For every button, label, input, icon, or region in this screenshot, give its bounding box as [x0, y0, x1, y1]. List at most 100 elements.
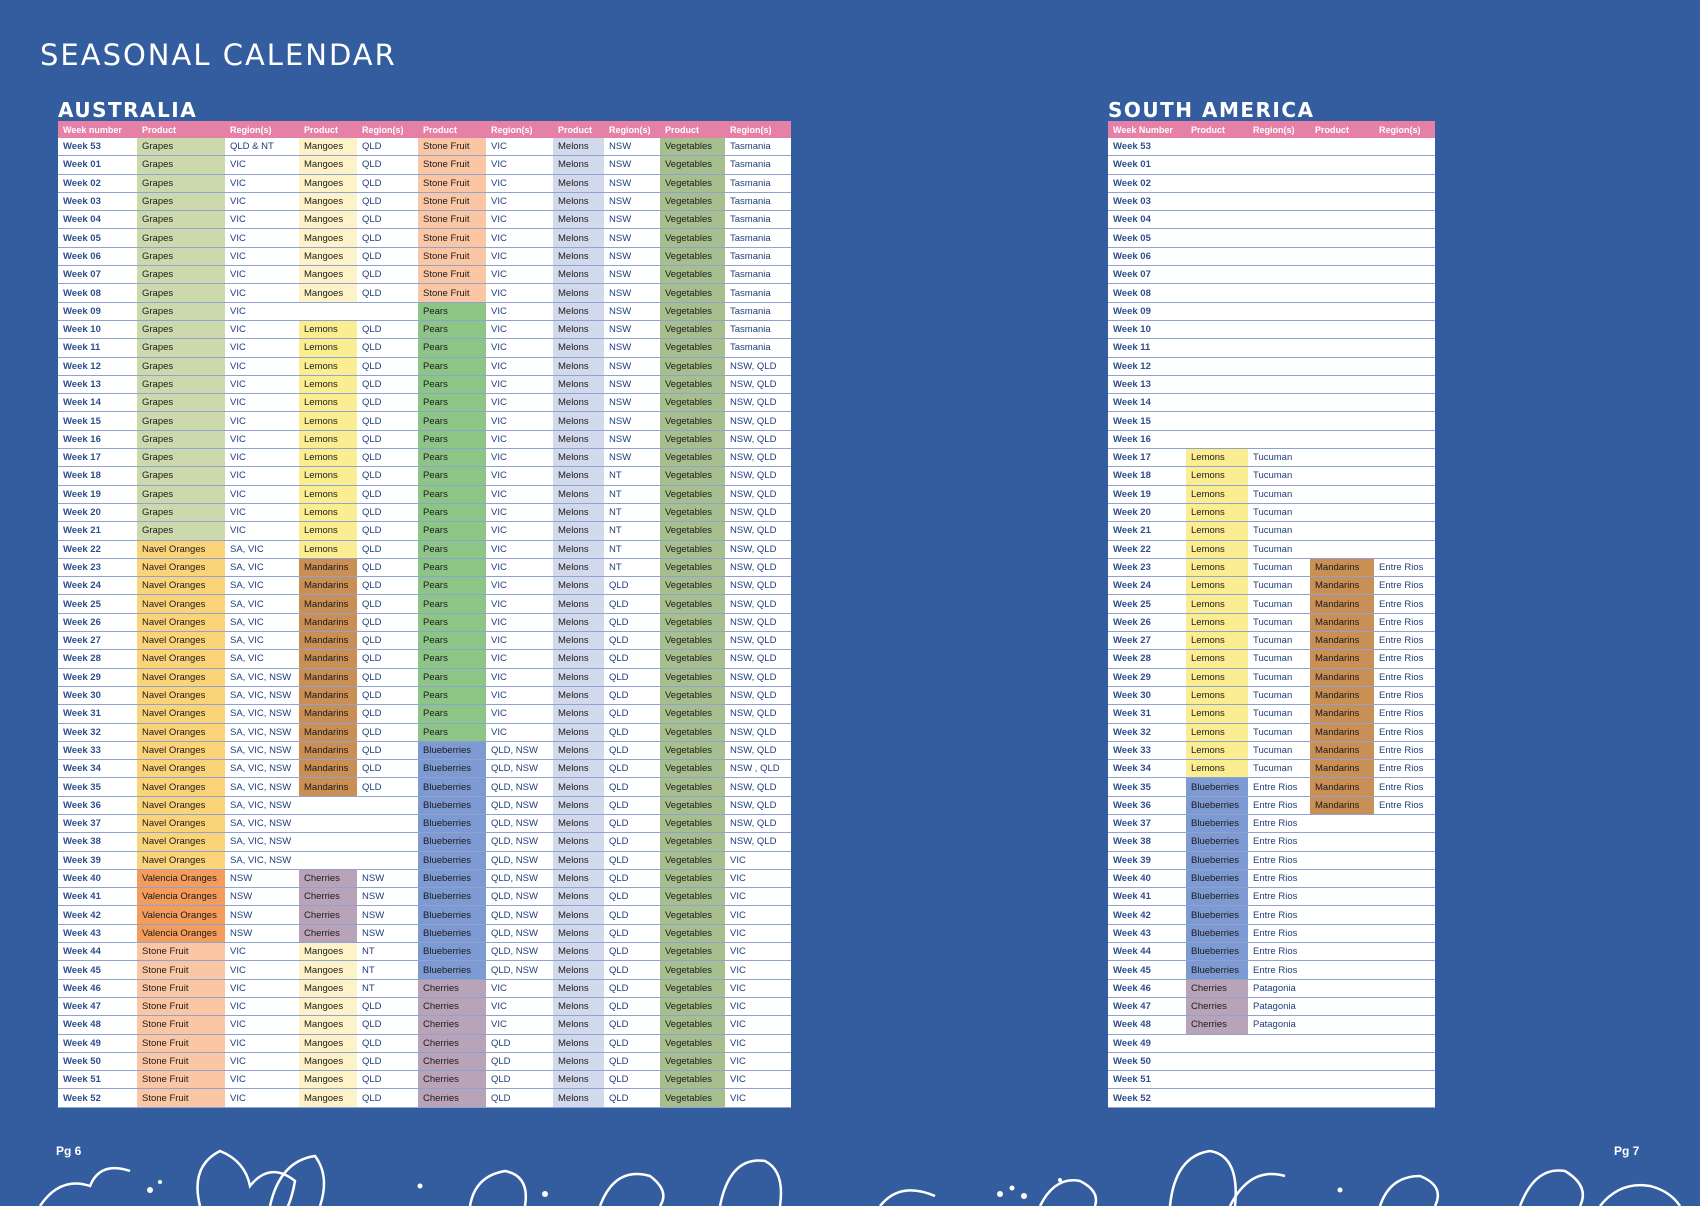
week-cell: Week 15	[1108, 411, 1186, 431]
region-cell: Tucuman	[1248, 704, 1310, 724]
week-cell: Week 33	[58, 741, 137, 761]
product-cell: Vegetables	[660, 905, 725, 925]
region-cell: NSW	[357, 869, 418, 889]
product-cell	[1186, 357, 1248, 376]
product-cell: Blueberries	[418, 905, 486, 925]
region-cell: QLD	[357, 265, 418, 285]
region-cell: SA, VIC, NSW	[225, 668, 299, 687]
product-cell	[299, 851, 357, 870]
product-cell: Stone Fruit	[137, 1088, 225, 1108]
region-cell	[1374, 265, 1435, 285]
region-cell: VIC	[486, 704, 553, 724]
product-cell: Vegetables	[660, 265, 725, 285]
table-row: Week 42 Blueberries Entre Rios	[1108, 905, 1435, 925]
table-row: Week 24 Lemons Tucuman Mandarins Entre Rios	[1108, 576, 1435, 596]
product-cell: Melons	[553, 466, 604, 486]
region-cell	[1374, 247, 1435, 267]
region-cell: NSW	[604, 155, 660, 175]
region-cell: VIC	[225, 338, 299, 358]
week-cell: Week 53	[1108, 138, 1186, 157]
region-cell: QLD	[486, 1034, 553, 1053]
table-row: Week 17 Lemons Tucuman	[1108, 448, 1435, 468]
region-cell	[357, 851, 418, 870]
product-cell: Melons	[553, 430, 604, 450]
week-cell: Week 36	[58, 796, 137, 815]
table-row: Week 38 Navel Oranges SA, VIC, NSW Blueberr…	[58, 832, 791, 852]
table-row: Week 47 Cherries Patagonia	[1108, 997, 1435, 1017]
region-cell: Entre Rios	[1374, 594, 1435, 614]
product-cell: Mangoes	[299, 1015, 357, 1035]
region-cell: VIC	[486, 192, 553, 212]
table-row: Week 22 Navel Oranges SA, VIC Lemons QLD Pear…	[58, 540, 791, 559]
week-cell: Week 14	[1108, 393, 1186, 413]
product-cell: Melons	[553, 485, 604, 504]
product-cell: Melons	[553, 411, 604, 431]
product-cell: Lemons	[1186, 466, 1248, 486]
product-cell	[1310, 960, 1374, 980]
product-cell: Melons	[553, 155, 604, 175]
week-cell: Week 03	[58, 192, 137, 212]
region-cell: QLD	[357, 320, 418, 340]
region-cell: NT	[604, 503, 660, 523]
product-cell: Mangoes	[299, 247, 357, 267]
product-cell: Lemons	[1186, 759, 1248, 779]
region-cell	[1248, 155, 1310, 175]
region-cell: QLD	[357, 997, 418, 1017]
product-cell: Vegetables	[660, 338, 725, 358]
product-cell: Melons	[553, 851, 604, 870]
region-cell: Entre Rios	[1248, 960, 1310, 980]
product-cell	[1310, 265, 1374, 285]
region-cell: QLD, NSW	[486, 924, 553, 944]
week-cell: Week 25	[58, 594, 137, 614]
region-cell: QLD, NSW	[486, 796, 553, 815]
product-cell: Blueberries	[418, 851, 486, 870]
week-cell: Week 10	[1108, 320, 1186, 340]
product-cell	[1310, 210, 1374, 230]
product-cell: Mangoes	[299, 1052, 357, 1072]
region-cell: Entre Rios	[1374, 777, 1435, 797]
table-row: Week 37 Blueberries Entre Rios	[1108, 814, 1435, 834]
region-cell: NSW, QLD	[725, 540, 791, 559]
product-cell	[1186, 228, 1248, 248]
product-cell	[1310, 283, 1374, 303]
table-row: Week 46 Cherries Patagonia	[1108, 979, 1435, 998]
week-cell: Week 11	[1108, 338, 1186, 358]
product-cell: Melons	[553, 796, 604, 815]
week-cell: Week 41	[1108, 887, 1186, 907]
week-cell: Week 28	[1108, 649, 1186, 669]
region-cell: QLD	[357, 283, 418, 303]
table-row: Week 20 Lemons Tucuman	[1108, 503, 1435, 523]
week-cell: Week 30	[1108, 686, 1186, 706]
table-row: Week 22 Lemons Tucuman	[1108, 540, 1435, 559]
product-cell	[1186, 320, 1248, 340]
region-cell: QLD	[604, 759, 660, 779]
table-row: Week 29 Lemons Tucuman Mandarins Entre Rios	[1108, 668, 1435, 687]
product-cell: Stone Fruit	[418, 174, 486, 193]
region-cell: QLD	[357, 448, 418, 468]
product-cell: Stone Fruit	[418, 138, 486, 157]
region-cell: NT	[604, 466, 660, 486]
region-cell: Entre Rios	[1374, 613, 1435, 633]
table-row: Week 50	[1108, 1052, 1435, 1072]
product-cell	[1310, 887, 1374, 907]
product-cell: Cherries	[418, 1070, 486, 1090]
region-cell: Tucuman	[1248, 503, 1310, 523]
product-cell: Pears	[418, 521, 486, 541]
product-cell: Mangoes	[299, 192, 357, 212]
region-cell: Tasmania	[725, 265, 791, 285]
table-row: Week 43 Blueberries Entre Rios	[1108, 924, 1435, 944]
week-cell: Week 35	[58, 777, 137, 797]
product-cell: Lemons	[1186, 741, 1248, 761]
product-cell: Melons	[553, 686, 604, 706]
region-cell: QLD	[357, 155, 418, 175]
column-header-region-s: Region(s)	[725, 121, 791, 138]
region-cell: QLD	[604, 832, 660, 852]
table-row: Week 03	[1108, 192, 1435, 212]
region-cell: QLD	[357, 247, 418, 267]
table-row: Week 49 Stone Fruit VIC Mangoes QLD Cherries Q…	[58, 1034, 791, 1053]
grape-leaf-illustration	[38, 1149, 1682, 1206]
australia-table: Week number Product Region(s) Product Region…	[58, 121, 791, 1108]
product-cell	[1186, 1034, 1248, 1053]
product-cell: Cherries	[418, 1052, 486, 1072]
product-cell	[1310, 375, 1374, 395]
